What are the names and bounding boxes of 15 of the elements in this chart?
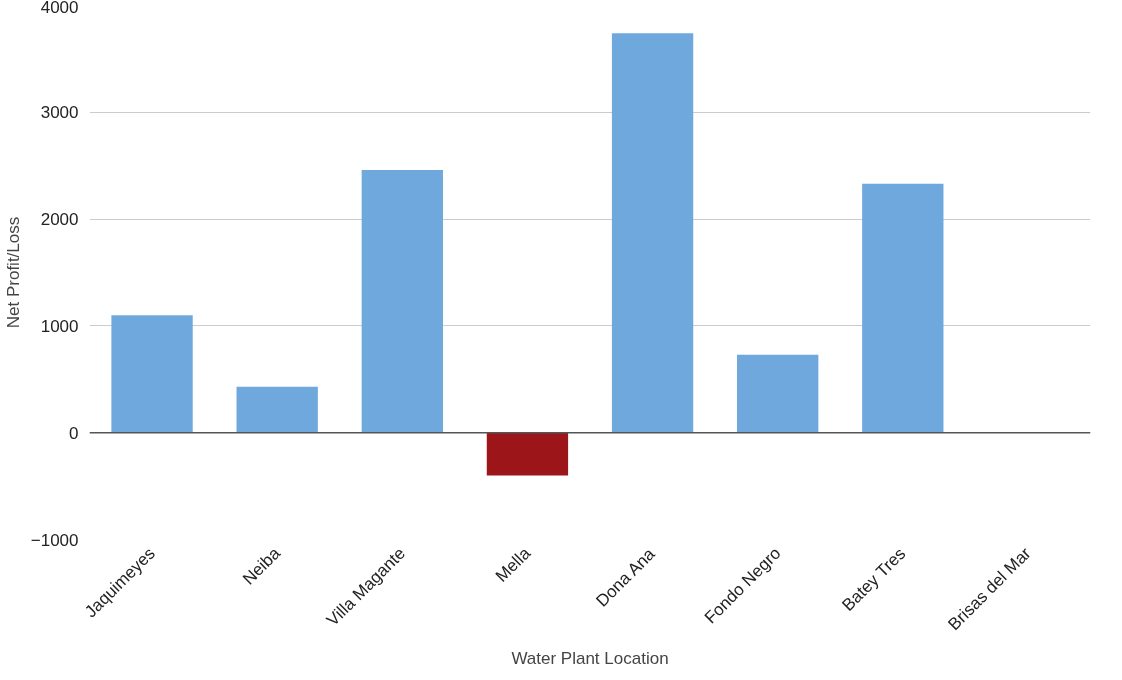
y-tick-label: −1000	[30, 530, 79, 550]
bar	[611, 33, 694, 433]
y-tick-label: 2000	[40, 210, 79, 230]
x-axis-title: Water Plant Location	[511, 648, 669, 668]
y-tick-label: 0	[69, 423, 79, 443]
bar	[111, 315, 193, 433]
bar	[236, 386, 318, 433]
bar	[862, 183, 944, 433]
y-tick-label: 1000	[40, 316, 79, 336]
bar	[737, 354, 819, 433]
y-axis-title: Net Profit/Loss	[3, 216, 23, 329]
bar	[361, 169, 443, 433]
y-tick-label: 3000	[40, 103, 79, 123]
bar	[486, 432, 569, 476]
y-tick-label: 4000	[40, 0, 79, 17]
